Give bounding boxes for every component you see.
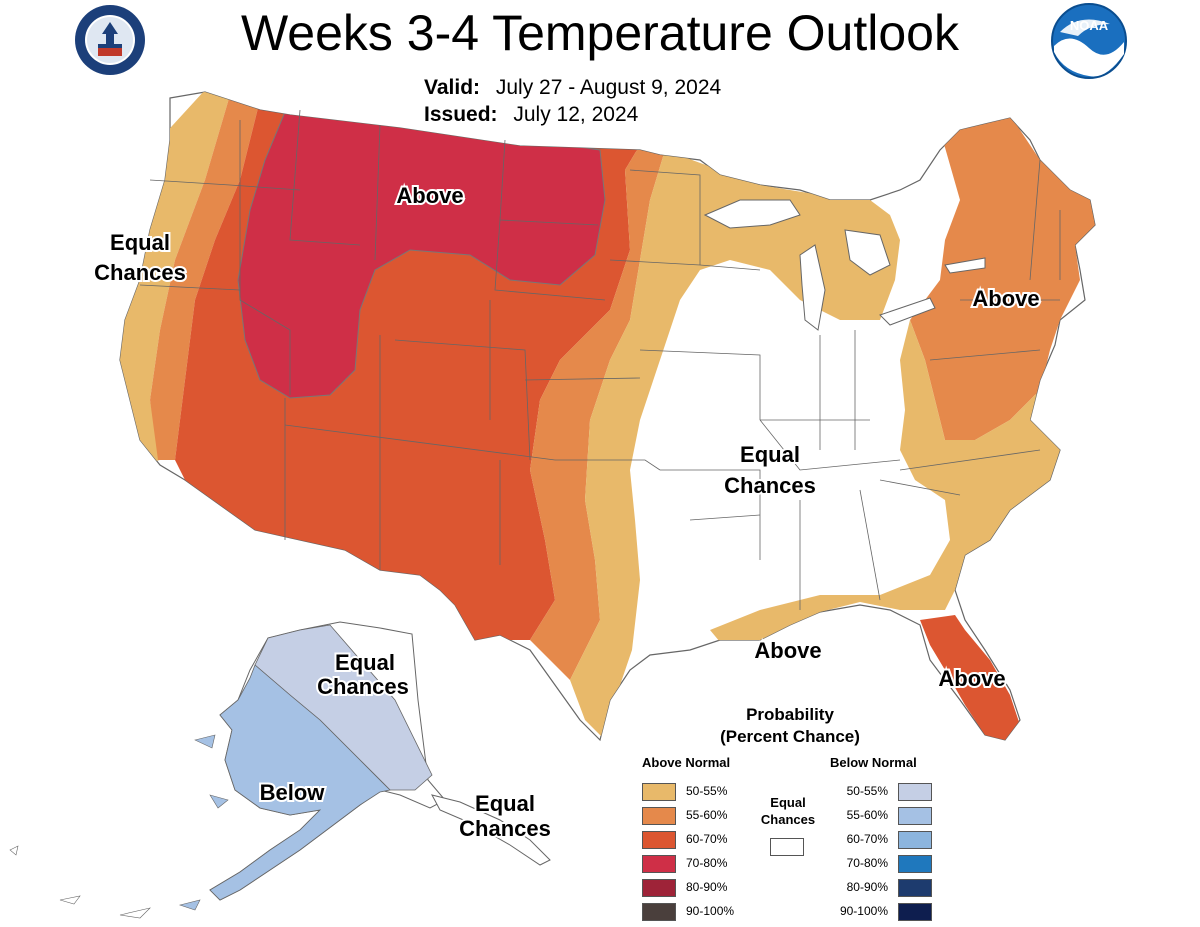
legend-below-swatch <box>898 831 932 849</box>
legend-below-swatch <box>898 855 932 873</box>
legend-above-label: 60-70% <box>686 832 728 846</box>
west-coast-50-55-band <box>120 92 230 470</box>
legend-above-label: 50-55% <box>686 784 728 798</box>
noaa-logo-icon: NOAA <box>1050 2 1128 80</box>
legend-above-swatch <box>642 831 676 849</box>
alaska-map: Equal Chances Below Equal Chances <box>9 621 553 919</box>
legend-below-label: 90-100% <box>839 904 888 918</box>
legend-equal-chances-swatch <box>770 838 804 856</box>
valid-label: Valid: <box>424 76 481 99</box>
legend-title-line1: Probability <box>746 705 834 724</box>
legend-above-swatch <box>642 903 676 921</box>
lake-huron <box>844 229 891 276</box>
legend-above-swatch <box>642 807 676 825</box>
label-equal-west-line2: Chances <box>94 260 186 285</box>
label-equal-west-line1: Equal <box>110 230 170 255</box>
issued-line: Issued: July 12, 2024 <box>424 103 638 127</box>
legend-title-line2: (Percent Chance) <box>720 727 860 746</box>
page-title: Weeks 3-4 Temperature Outlook <box>241 5 959 61</box>
legend-above-label: 70-80% <box>686 856 728 870</box>
legend-above-label: 55-60% <box>686 808 728 822</box>
aleutian-island <box>9 845 19 856</box>
legend-below-label: 50-55% <box>846 784 888 798</box>
department-of-commerce-seal-icon <box>74 4 146 76</box>
legend-above-swatch <box>642 879 676 897</box>
legend-above-header: Above Normal <box>642 755 731 770</box>
legend-equal-line2: Chances <box>760 812 816 827</box>
legend-below-label: 70-80% <box>846 856 888 870</box>
southeast-coast-50-55-band <box>710 320 1060 642</box>
label-alaska-equal-south-line1: Equal <box>475 791 535 816</box>
legend-below-header: Below Normal <box>830 755 917 770</box>
legend-below-label: 80-90% <box>846 880 888 894</box>
label-above-northwest: Above <box>396 183 463 208</box>
aleutian-island <box>59 895 81 905</box>
legend-below-swatch <box>898 807 932 825</box>
alaska-island <box>209 794 229 809</box>
legend-above-swatch <box>642 855 676 873</box>
valid-value: July 27 - August 9, 2024 <box>495 76 722 99</box>
legend-above-swatch <box>642 783 676 801</box>
alaska-below-55-60-region <box>209 664 391 901</box>
northeast-55-60-region <box>910 115 1095 440</box>
label-above-northeast: Above <box>972 286 1039 311</box>
legend-above-label: 80-90% <box>686 880 728 894</box>
label-above-florida: Above <box>938 666 1005 691</box>
alaska-island <box>178 899 201 911</box>
plains-55-60-band <box>530 145 665 680</box>
legend-below-label: 60-70% <box>846 832 888 846</box>
issued-value: July 12, 2024 <box>513 103 639 126</box>
state-boundaries <box>139 109 1061 610</box>
label-equal-center-line1: Equal <box>740 442 800 467</box>
label-alaska-below: Below <box>260 780 326 805</box>
legend-equal-line1: Equal <box>770 795 806 810</box>
label-alaska-equal-north-line1: Equal <box>335 650 395 675</box>
issued-label: Issued: <box>424 103 498 126</box>
legend-below-label: 55-60% <box>846 808 888 822</box>
alaska-panhandle <box>431 794 551 866</box>
aleutian-island <box>119 907 151 919</box>
lake-erie <box>879 297 936 326</box>
west-55-60-band <box>150 95 260 460</box>
noaa-logo-text: NOAA <box>1070 18 1109 33</box>
legend-title: Probability (Percent Chance) <box>690 704 890 748</box>
label-alaska-equal-north-line2: Chances <box>317 674 409 699</box>
florida-60-70-region <box>920 615 1020 740</box>
legend-below-swatch <box>898 879 932 897</box>
label-equal-center-line2: Chances <box>724 473 816 498</box>
lake-ontario <box>944 257 986 274</box>
label-alaska-equal-south-line2: Chances <box>459 816 551 841</box>
legend-above-label: 90-100% <box>686 904 735 918</box>
legend-equal-chances-label: Equal Chances <box>748 794 828 828</box>
alaska-island <box>194 734 216 749</box>
label-above-gulf: Above <box>754 638 821 663</box>
lake-superior <box>703 199 801 229</box>
valid-line: Valid: July 27 - August 9, 2024 <box>424 76 721 100</box>
legend-below-swatch <box>898 903 932 921</box>
lake-michigan <box>799 244 826 331</box>
legend-below-swatch <box>898 783 932 801</box>
